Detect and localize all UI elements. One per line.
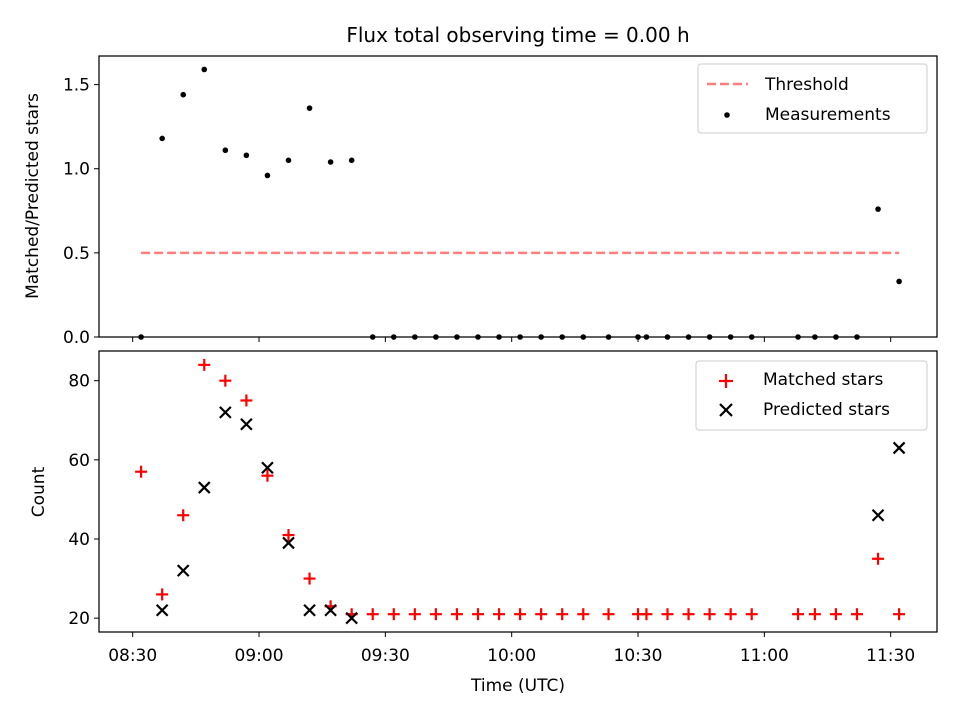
matched-star-point bbox=[450, 608, 463, 621]
matched-star-point bbox=[219, 374, 232, 387]
matched-star-point bbox=[577, 608, 590, 621]
measurement-point bbox=[327, 159, 334, 165]
matched-star-point bbox=[387, 608, 400, 621]
top-y-tick-label: 0.5 bbox=[63, 244, 90, 264]
matched-star-point bbox=[429, 608, 442, 621]
predicted-star-point bbox=[303, 603, 316, 617]
predicted-star-point bbox=[871, 508, 885, 522]
matched-star-point bbox=[556, 608, 569, 621]
top-legend-frame bbox=[697, 63, 928, 134]
bottom-y-tick-label: 60 bbox=[68, 451, 90, 471]
bottom-legend: Matched stars Predicted stars bbox=[695, 360, 928, 431]
matched-star-point bbox=[602, 608, 615, 621]
measurement-point bbox=[348, 157, 355, 164]
measurement-point bbox=[222, 147, 229, 154]
measurement-point bbox=[264, 172, 271, 179]
measurement-point bbox=[243, 152, 250, 159]
matched-star-point bbox=[177, 509, 190, 522]
predicted-star-point bbox=[240, 417, 253, 431]
matched-star-point bbox=[471, 608, 484, 621]
bottom-y-tick-label: 40 bbox=[68, 530, 90, 550]
x-tick-label: 11:00 bbox=[740, 646, 789, 666]
bottom-y-tick-label: 80 bbox=[68, 372, 90, 392]
top-y-tick-label: 0.0 bbox=[63, 328, 90, 348]
predicted-star-point bbox=[176, 564, 190, 577]
top-y-axis-label: Matched/Predicted stars bbox=[23, 93, 43, 299]
x-axis-label: Time (UTC) bbox=[470, 676, 565, 696]
matched-star-point bbox=[661, 608, 674, 621]
top-y-tick-label: 1.0 bbox=[63, 160, 90, 180]
top-axis-ticks: 0.0 0.5 1.0 1.5 bbox=[63, 76, 892, 348]
matched-star-point bbox=[156, 588, 169, 601]
x-tick-label: 09:30 bbox=[361, 646, 410, 666]
measurement-point bbox=[180, 91, 187, 98]
measurement-point bbox=[159, 135, 165, 142]
measurement-point bbox=[306, 105, 313, 111]
ratio-panel: Flux total observing time = 0.00 h Match… bbox=[23, 23, 938, 348]
matched-star-point bbox=[893, 608, 906, 621]
predicted-star-point bbox=[282, 536, 295, 550]
matched-star-point bbox=[872, 552, 885, 565]
matched-star-point bbox=[682, 608, 695, 621]
x-tick-label: 10:00 bbox=[487, 646, 536, 666]
predicted-star-point bbox=[219, 406, 232, 419]
predicted-star-point bbox=[324, 603, 337, 617]
matched-star-point bbox=[282, 529, 295, 542]
matched-star-point bbox=[240, 394, 253, 407]
top-y-tick-label: 1.5 bbox=[63, 76, 90, 96]
bottom-axis-ticks: 20 40 60 80 08:30 09:00 09:30 10:00 10:30 11:00 11… bbox=[68, 372, 915, 666]
measurement-point bbox=[896, 278, 902, 285]
matched-star-point bbox=[135, 465, 148, 478]
chart-title: Flux total observing time = 0.00 h bbox=[346, 23, 689, 47]
x-tick-label: 11:30 bbox=[866, 646, 915, 666]
matched-star-point bbox=[792, 608, 805, 621]
predicted-legend-label: Predicted stars bbox=[763, 400, 890, 420]
bottom-y-tick-label: 20 bbox=[68, 609, 90, 629]
matched-star-point bbox=[724, 608, 737, 621]
predicted-legend-swatch bbox=[719, 403, 733, 417]
matched-star-point bbox=[303, 572, 316, 585]
predicted-star-point bbox=[892, 441, 906, 455]
top-axes-frame bbox=[98, 55, 938, 338]
matched-star-point bbox=[829, 608, 842, 621]
top-legend: Threshold Measurements bbox=[697, 63, 928, 134]
measurement-point bbox=[875, 206, 881, 212]
matched-star-point bbox=[198, 358, 211, 371]
matched-legend-label: Matched stars bbox=[763, 370, 883, 390]
measurements-legend-label: Measurements bbox=[765, 105, 891, 125]
predicted-star-point bbox=[261, 461, 274, 475]
x-tick-label: 09:00 bbox=[235, 646, 284, 666]
bottom-legend-frame bbox=[695, 360, 928, 431]
predicted-star-point bbox=[197, 481, 211, 494]
measurements-legend-swatch bbox=[724, 112, 730, 118]
bottom-axes-frame bbox=[98, 350, 938, 633]
matched-star-point bbox=[366, 608, 379, 621]
x-tick-label: 08:30 bbox=[108, 646, 157, 666]
threshold-legend-label: Threshold bbox=[764, 75, 849, 95]
matched-star-point bbox=[493, 608, 506, 621]
matched-star-point bbox=[850, 608, 863, 621]
bottom-y-axis-label: Count bbox=[29, 466, 49, 517]
matched-star-point bbox=[261, 469, 274, 482]
matched-legend-swatch bbox=[719, 374, 733, 388]
matched-star-point bbox=[408, 608, 421, 621]
count-marks bbox=[135, 358, 906, 625]
measurement-point bbox=[285, 157, 292, 164]
matched-star-point bbox=[808, 608, 821, 621]
x-tick-label: 10:30 bbox=[614, 646, 663, 666]
count-panel: Count Time (UTC) 20 40 60 80 08:30 09:00 09:30… bbox=[29, 350, 938, 696]
predicted-star-point bbox=[155, 603, 169, 617]
matched-star-point bbox=[514, 608, 527, 621]
predicted-star-point bbox=[345, 611, 358, 625]
matched-star-point bbox=[640, 608, 653, 621]
matched-star-point bbox=[703, 608, 716, 621]
matched-star-point bbox=[745, 608, 758, 621]
matched-star-point bbox=[535, 608, 548, 621]
measurement-point bbox=[201, 66, 208, 73]
